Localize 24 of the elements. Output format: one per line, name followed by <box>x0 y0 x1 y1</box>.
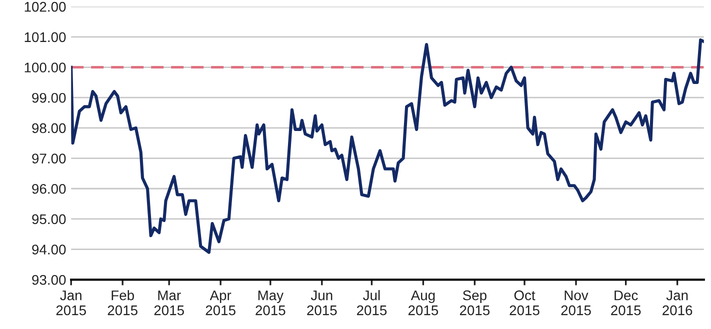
x-tick-label: Feb 2015 <box>108 290 138 316</box>
x-tick-label: Dec 2015 <box>611 290 641 316</box>
x-tick-label: Sep 2015 <box>460 290 490 316</box>
x-tick-label: Nov 2015 <box>561 290 591 316</box>
y-tick-label: 100.00 <box>24 62 66 72</box>
y-tick-label: 97.00 <box>32 154 66 164</box>
y-tick-label: 98.00 <box>32 123 66 134</box>
line-series <box>71 38 704 254</box>
x-tick-label: Jun 2015 <box>307 290 337 316</box>
y-tick-label: 101.00 <box>24 32 66 42</box>
x-tick-label: Aug 2015 <box>408 290 438 316</box>
x-tick-label: Jul 2015 <box>356 290 387 316</box>
x-tick-label: Jan 2015 <box>56 290 86 316</box>
y-tick-label: 95.00 <box>32 214 66 224</box>
y-tick-label: 99.00 <box>32 92 66 103</box>
y-tick-label: 93.00 <box>32 274 66 285</box>
y-tick-label: 102.00 <box>24 2 66 12</box>
x-tick-label: Mar 2015 <box>154 290 184 316</box>
x-tick-label: Oct 2015 <box>510 290 540 316</box>
y-tick-label: 96.00 <box>32 184 66 194</box>
y-tick-label: 94.00 <box>32 244 66 254</box>
x-tick-label: Apr 2015 <box>206 290 236 316</box>
x-tick-label: Jan 2016 <box>662 290 692 316</box>
x-tick-label: May 2015 <box>256 290 286 316</box>
